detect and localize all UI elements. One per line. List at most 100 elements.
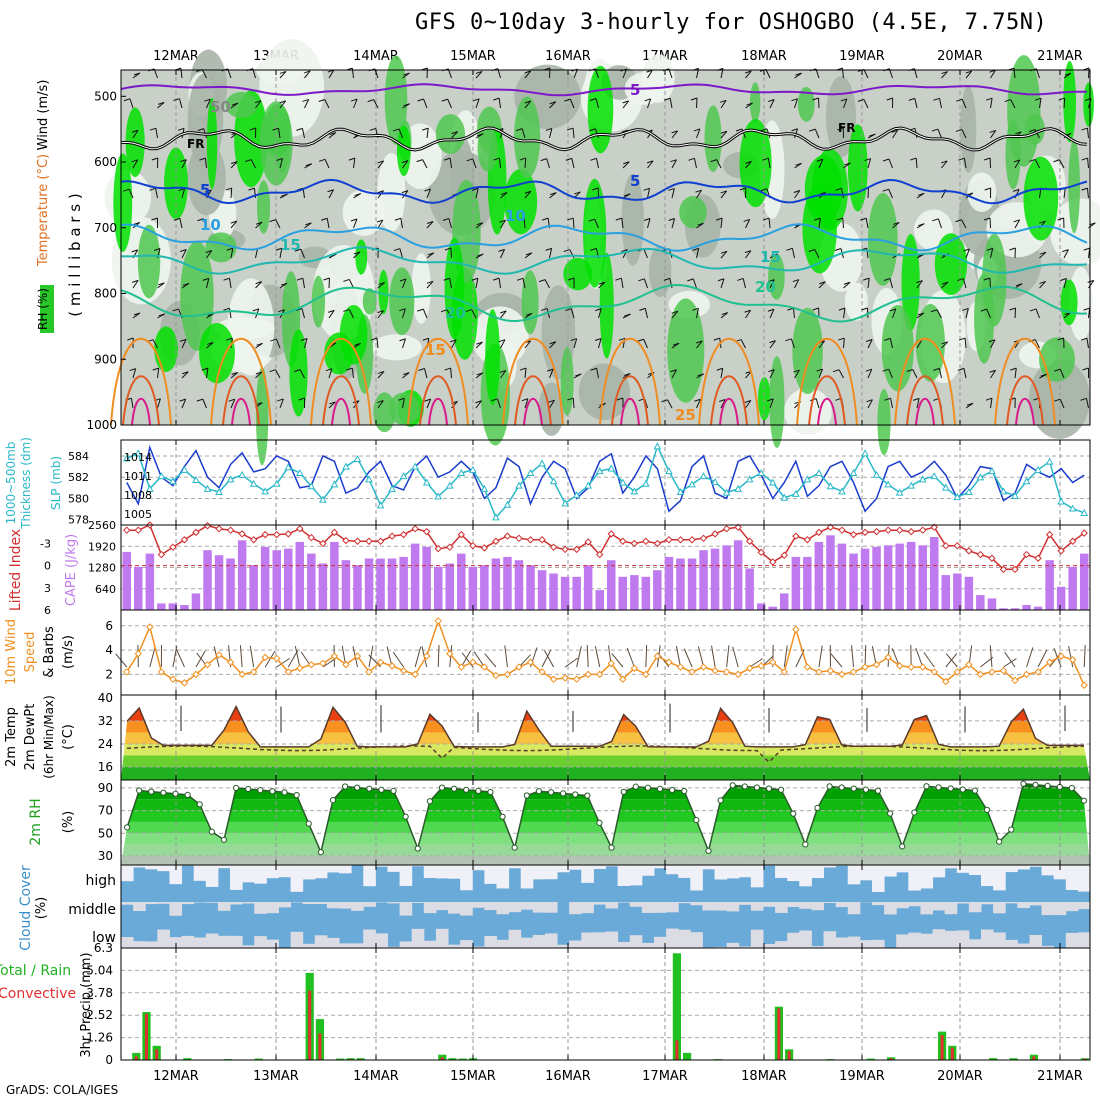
rh2m-series-markers: [123, 780, 1088, 856]
data-point: [157, 668, 166, 676]
data-point: [284, 530, 292, 538]
cape-bar: [999, 608, 1008, 610]
data-point: [971, 787, 979, 794]
data-point: [526, 658, 535, 666]
rh-band: [121, 821, 1090, 834]
data-point: [935, 784, 942, 791]
x-label-bottom: 19MAR: [839, 1069, 885, 1084]
panel-gridlines: [175, 780, 1061, 865]
cape-bar: [722, 545, 731, 610]
data-point: [523, 792, 530, 799]
precip-convective-bar: [1032, 1056, 1036, 1060]
cape-bar: [491, 558, 501, 610]
data-point: [422, 478, 431, 486]
cape-bar: [733, 540, 743, 610]
data-point: [1080, 681, 1088, 689]
contour-label: FR: [187, 137, 204, 151]
thickness-tick: 582: [68, 471, 89, 484]
precip-convective-bar: [1083, 1058, 1087, 1060]
precip-total-bar: [683, 1052, 692, 1060]
contour-label: 20: [755, 278, 776, 296]
cape-bar: [1022, 605, 1031, 610]
data-point: [792, 532, 800, 540]
contour-label: 10: [505, 207, 526, 225]
data-point: [838, 487, 846, 495]
cape-bar: [410, 543, 420, 610]
wind10m-tick: 6: [105, 619, 113, 633]
panel-hgrid: [121, 625, 1090, 675]
data-point: [192, 475, 200, 483]
cape-bar: [895, 543, 904, 610]
data-point: [734, 523, 742, 531]
data-point: [688, 668, 696, 676]
data-point: [988, 668, 996, 676]
data-point: [426, 798, 433, 805]
data-point: [561, 499, 569, 507]
data-point: [492, 513, 500, 521]
data-point: [1008, 826, 1015, 833]
cape-bar: [872, 546, 881, 610]
x-label-top: 21MAR: [1037, 49, 1083, 64]
data-point: [457, 663, 466, 671]
data-point: [745, 475, 754, 483]
precip-convective-bar: [308, 990, 312, 1060]
data-point: [996, 838, 1003, 845]
cape-bar: [168, 603, 178, 610]
data-point: [249, 479, 258, 487]
day-ticks: [175, 440, 1061, 525]
cape-bar: [157, 603, 166, 610]
data-point: [192, 670, 200, 679]
data-point: [711, 667, 719, 675]
cloud-gaps: [121, 865, 1091, 948]
data-point: [123, 668, 131, 676]
data-point: [1034, 668, 1042, 676]
precip-convective-bar: [318, 1033, 322, 1060]
data-point: [849, 468, 858, 476]
panel-gridlines: [175, 440, 1061, 525]
contour-label: 5: [200, 181, 210, 199]
data-point: [503, 500, 512, 508]
data-point: [414, 845, 421, 852]
data-point: [572, 545, 581, 554]
data-point: [1068, 656, 1077, 664]
data-point: [180, 679, 189, 687]
data-point: [561, 674, 569, 682]
li-tick: 6: [44, 604, 51, 617]
data-point: [838, 784, 845, 791]
data-point: [999, 667, 1008, 675]
data-point: [861, 528, 869, 537]
panel-gridlines: [175, 948, 1061, 1060]
data-point: [480, 544, 489, 552]
data-point: [411, 670, 419, 679]
data-point: [826, 783, 833, 790]
ylabel-temp-units: (°C): [61, 724, 76, 750]
data-point: [918, 475, 927, 483]
cape-tick: 2560: [88, 519, 116, 532]
isotherm-15: [120, 246, 1088, 275]
ylabel-total-rain: Total / Rain: [0, 963, 71, 979]
data-point: [148, 788, 155, 795]
data-point: [503, 670, 512, 679]
day-ticks: [175, 525, 1061, 610]
data-point: [220, 836, 228, 843]
temp-band: [121, 706, 1090, 710]
data-point: [123, 526, 131, 534]
cape-bar: [941, 575, 950, 610]
data-point: [642, 537, 650, 545]
rh-legend-box: [40, 285, 54, 333]
x-label-bottom: 15MAR: [450, 1069, 496, 1084]
data-point: [1045, 457, 1054, 465]
data-point: [180, 536, 189, 544]
data-point: [988, 467, 996, 475]
data-point: [1080, 529, 1088, 537]
data-point: [619, 537, 627, 545]
data-point: [136, 787, 143, 794]
pressure-tick: 800: [94, 287, 117, 301]
cape-bar: [1056, 586, 1066, 610]
cloud-tick-low: low: [92, 930, 116, 946]
freezing-level-inner: [120, 127, 1088, 151]
data-point: [538, 536, 546, 544]
x-label-bottom: 14MAR: [353, 1069, 399, 1084]
ylabel-cape: CAPE (J/kg): [64, 534, 79, 606]
cape-bar: [964, 576, 974, 610]
